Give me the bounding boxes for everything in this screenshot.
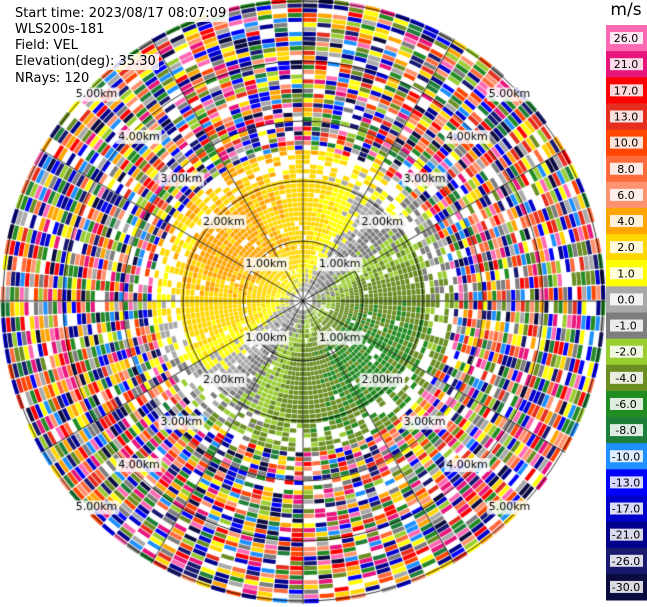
colorbar-tick-label: 10.0 [614, 137, 639, 150]
colorbar: 26.0 21.0 17.0 13.0 10.0 8.0 6.0 4.0 2.0 1.0 0.0 -1… [606, 25, 647, 601]
colorbar-tick-label: -26.0 [612, 555, 640, 568]
colorbar-tick-label: -30.0 [612, 581, 640, 594]
start-time-label: Start time: 2023/08/17 08:07:09 [12, 6, 230, 22]
site-label: WLS200s-181 [12, 22, 108, 38]
colorbar-label-bg [610, 319, 643, 332]
field-label: Field: VEL [12, 38, 81, 54]
colorbar-label-bg [610, 293, 643, 306]
colorbar-label-bg [610, 554, 643, 567]
nrays-label: NRays: 120 [12, 71, 93, 87]
colorbar-label-bg [610, 136, 643, 149]
colorbar-tick-label: -21.0 [612, 529, 640, 542]
colorbar-tick-label: 26.0 [614, 32, 639, 45]
colorbar-label-bg [610, 162, 643, 175]
colorbar-label-bg [610, 580, 643, 593]
colorbar-tick-label: 0.0 [617, 293, 635, 306]
colorbar-unit-label: m/s [610, 0, 642, 20]
colorbar-label-bg [610, 371, 643, 384]
colorbar-tick-label: 6.0 [617, 189, 635, 202]
colorbar-tick-label: 8.0 [617, 163, 635, 176]
colorbar-label-bg [610, 84, 643, 97]
colorbar-tick-label: -10.0 [612, 450, 640, 463]
colorbar-tick-label: 13.0 [614, 110, 639, 123]
colorbar-label-bg [610, 345, 643, 358]
colorbar-tick-label: -4.0 [615, 372, 636, 385]
colorbar-tick-label: -13.0 [612, 476, 640, 489]
colorbar-label-bg [610, 528, 643, 541]
colorbar-label-bg [610, 58, 643, 71]
elevation-label: Elevation(deg): 35.30 [12, 54, 159, 70]
colorbar-tick-label: 2.0 [617, 241, 635, 254]
colorbar-label-bg [610, 110, 643, 123]
colorbar-tick-label: 17.0 [614, 84, 639, 97]
colorbar-label-bg [610, 424, 643, 437]
colorbar-tick-label: -17.0 [612, 503, 640, 516]
colorbar-tick-label: -8.0 [615, 424, 636, 437]
colorbar-label-bg [610, 450, 643, 463]
colorbar-label-bg [610, 241, 643, 254]
colorbar-label-bg [610, 397, 643, 410]
colorbar-tick-label: -1.0 [615, 320, 636, 333]
colorbar-label-bg [610, 32, 643, 45]
colorbar-label-bg [610, 267, 643, 280]
colorbar-tick-label: 21.0 [614, 58, 639, 71]
colorbar-tick-label: 4.0 [617, 215, 635, 228]
colorbar-tick-label: -6.0 [615, 398, 636, 411]
colorbar-label-bg [610, 502, 643, 515]
colorbar-label-bg [610, 476, 643, 489]
colorbar-tick-label: -2.0 [615, 346, 636, 359]
colorbar-tick-label: 1.0 [617, 267, 635, 280]
colorbar-label-bg [610, 215, 643, 228]
colorbar-label-bg [610, 188, 643, 201]
